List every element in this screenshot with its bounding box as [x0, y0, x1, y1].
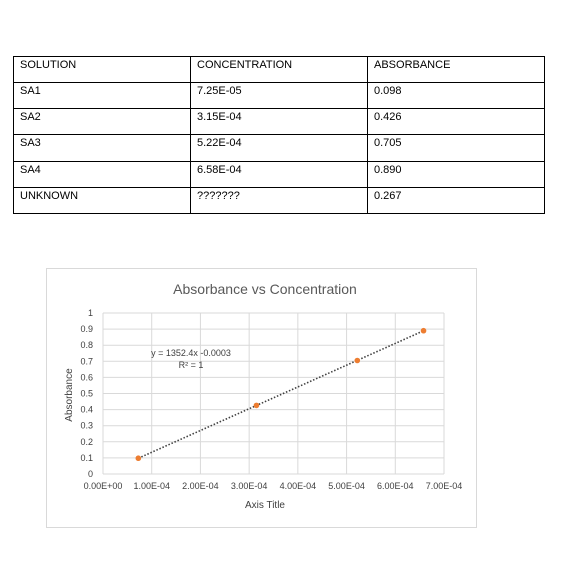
- header-concentration: CONCENTRATION: [190, 55, 368, 84]
- r-squared-label: R² = 1: [179, 360, 204, 370]
- cell-absorbance: 0.705: [367, 134, 545, 162]
- header-solution: SOLUTION: [13, 55, 191, 84]
- chart-area[interactable]: Absorbance vs Concentration 0 0.1 0.2 0.3 0.…: [46, 268, 477, 528]
- table-row: SA1 7.25E-05 0.098: [13, 82, 545, 110]
- cell-solution: SA3: [13, 134, 191, 162]
- cell-concentration: 3.15E-04: [190, 108, 368, 136]
- table-row: SA3 5.22E-04 0.705: [13, 134, 545, 162]
- table-row: SA4 6.58E-04 0.890: [13, 160, 545, 188]
- y-tick-label: 0.9: [80, 324, 93, 334]
- x-tick-label: 7.00E-04: [426, 481, 463, 491]
- chart-title: Absorbance vs Concentration: [173, 281, 357, 297]
- cell-solution: UNKNOWN: [13, 186, 191, 215]
- y-tick-label: 0.6: [80, 372, 93, 382]
- data-point: [253, 402, 260, 409]
- y-tick-label: 0.5: [80, 389, 93, 399]
- x-tick-label: 3.00E-04: [231, 481, 268, 491]
- cell-concentration: 7.25E-05: [190, 82, 368, 110]
- trendline-path: [137, 330, 424, 459]
- cell-absorbance: 0.098: [367, 82, 545, 110]
- data-table: SOLUTION CONCENTRATION ABSORBANCE SA1 7.…: [13, 55, 545, 215]
- y-tick-label: 0.3: [80, 421, 93, 431]
- x-tick-label: 0.00E+00: [84, 481, 123, 491]
- trendline-equation: y = 1352.4x -0.0003: [151, 348, 231, 358]
- x-tick-label: 2.00E-04: [182, 481, 219, 491]
- cell-absorbance: 0.890: [367, 160, 545, 188]
- y-axis-ticks: 0 0.1 0.2 0.3 0.4 0.5 0.6 0.7 0.8 0.9 1: [80, 308, 93, 479]
- gridlines: [102, 312, 445, 475]
- x-axis-ticks: 0.00E+00 1.00E-04 2.00E-04 3.00E-04 4.00E-04…: [84, 481, 463, 491]
- cell-solution: SA2: [13, 108, 191, 136]
- x-axis-title: Axis Title: [245, 500, 285, 511]
- y-tick-label: 0.8: [80, 340, 93, 350]
- cell-absorbance: 0.426: [367, 108, 545, 136]
- cell-solution: SA1: [13, 82, 191, 110]
- y-tick-label: 0.2: [80, 437, 93, 447]
- data-points: [135, 327, 427, 462]
- y-tick-label: 0.7: [80, 356, 93, 366]
- x-tick-label: 4.00E-04: [280, 481, 317, 491]
- x-tick-label: 5.00E-04: [328, 481, 365, 491]
- cell-absorbance: 0.267: [367, 186, 545, 215]
- cell-concentration: 6.58E-04: [190, 160, 368, 188]
- data-point: [420, 327, 427, 334]
- data-point: [354, 357, 361, 364]
- cell-concentration: ???????: [190, 186, 368, 215]
- x-tick-label: 6.00E-04: [377, 481, 414, 491]
- y-axis-title: Absorbance: [64, 368, 75, 422]
- cell-solution: SA4: [13, 160, 191, 188]
- cell-concentration: 5.22E-04: [190, 134, 368, 162]
- trendline: [137, 330, 424, 459]
- table-row: UNKNOWN ??????? 0.267: [13, 186, 545, 215]
- y-tick-label: 0.1: [80, 453, 93, 463]
- x-tick-label: 1.00E-04: [133, 481, 170, 491]
- table-row: SA2 3.15E-04 0.426: [13, 108, 545, 136]
- scatter-chart: Absorbance vs Concentration 0 0.1 0.2 0.3 0.…: [64, 281, 463, 511]
- header-absorbance: ABSORBANCE: [367, 55, 545, 84]
- table-header-row: SOLUTION CONCENTRATION ABSORBANCE: [13, 55, 545, 84]
- y-tick-label: 0: [88, 469, 93, 479]
- data-point: [135, 455, 142, 462]
- y-tick-label: 0.4: [80, 405, 93, 415]
- y-tick-label: 1: [88, 308, 93, 318]
